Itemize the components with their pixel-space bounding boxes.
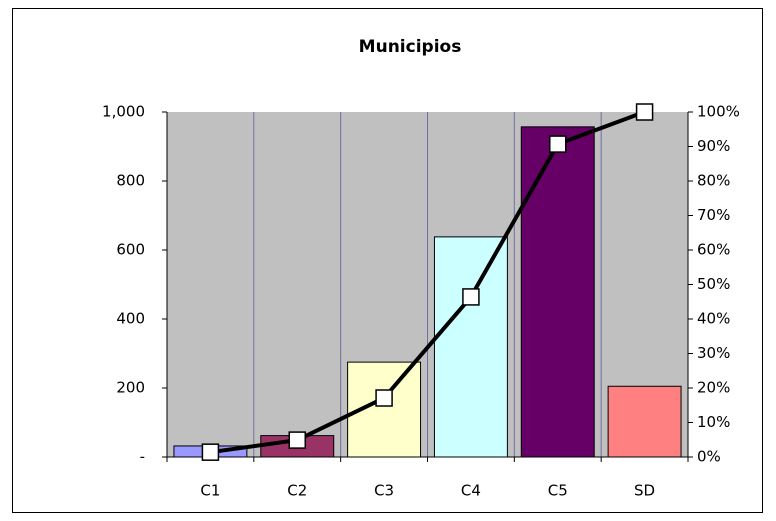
x-tick-label: C5: [548, 482, 568, 500]
y2-tick-label: 40%: [697, 310, 730, 328]
bar: [520, 126, 595, 458]
line-marker: [288, 431, 306, 449]
line-marker: [549, 135, 567, 153]
y2-tick-label: 0%: [697, 448, 721, 466]
y2-tick-label: 60%: [697, 241, 730, 259]
x-tick-label: C3: [374, 482, 394, 500]
y2-tick-label: 80%: [697, 172, 730, 190]
bar: [607, 385, 682, 458]
y-tick-label: 1,000: [102, 103, 145, 121]
y2-tick-label: 50%: [697, 275, 730, 293]
y2-tick-label: 70%: [697, 206, 730, 224]
line-marker: [201, 443, 220, 461]
x-tick-label: C2: [287, 482, 307, 500]
y-tick-label: -: [140, 448, 145, 466]
line-marker: [375, 389, 393, 407]
y2-tick-label: 10%: [697, 413, 730, 431]
line-marker: [635, 103, 654, 121]
y2-tick-label: 90%: [697, 137, 730, 155]
x-tick-label: SD: [634, 482, 655, 500]
y-tick-label: 200: [116, 379, 145, 397]
y2-tick-label: 30%: [697, 344, 730, 362]
bar: [433, 236, 508, 458]
x-tick-label: C4: [461, 482, 481, 500]
line-marker: [462, 288, 480, 306]
y-tick-label: 400: [116, 310, 145, 328]
y-tick-label: 800: [116, 172, 145, 190]
chart-title: Municipios: [359, 37, 462, 57]
y2-tick-label: 100%: [697, 103, 740, 121]
line: [210, 110, 646, 455]
y2-tick-label: 20%: [697, 379, 730, 397]
x-tick-label: C1: [200, 482, 220, 500]
y-tick-label: 600: [116, 241, 145, 259]
